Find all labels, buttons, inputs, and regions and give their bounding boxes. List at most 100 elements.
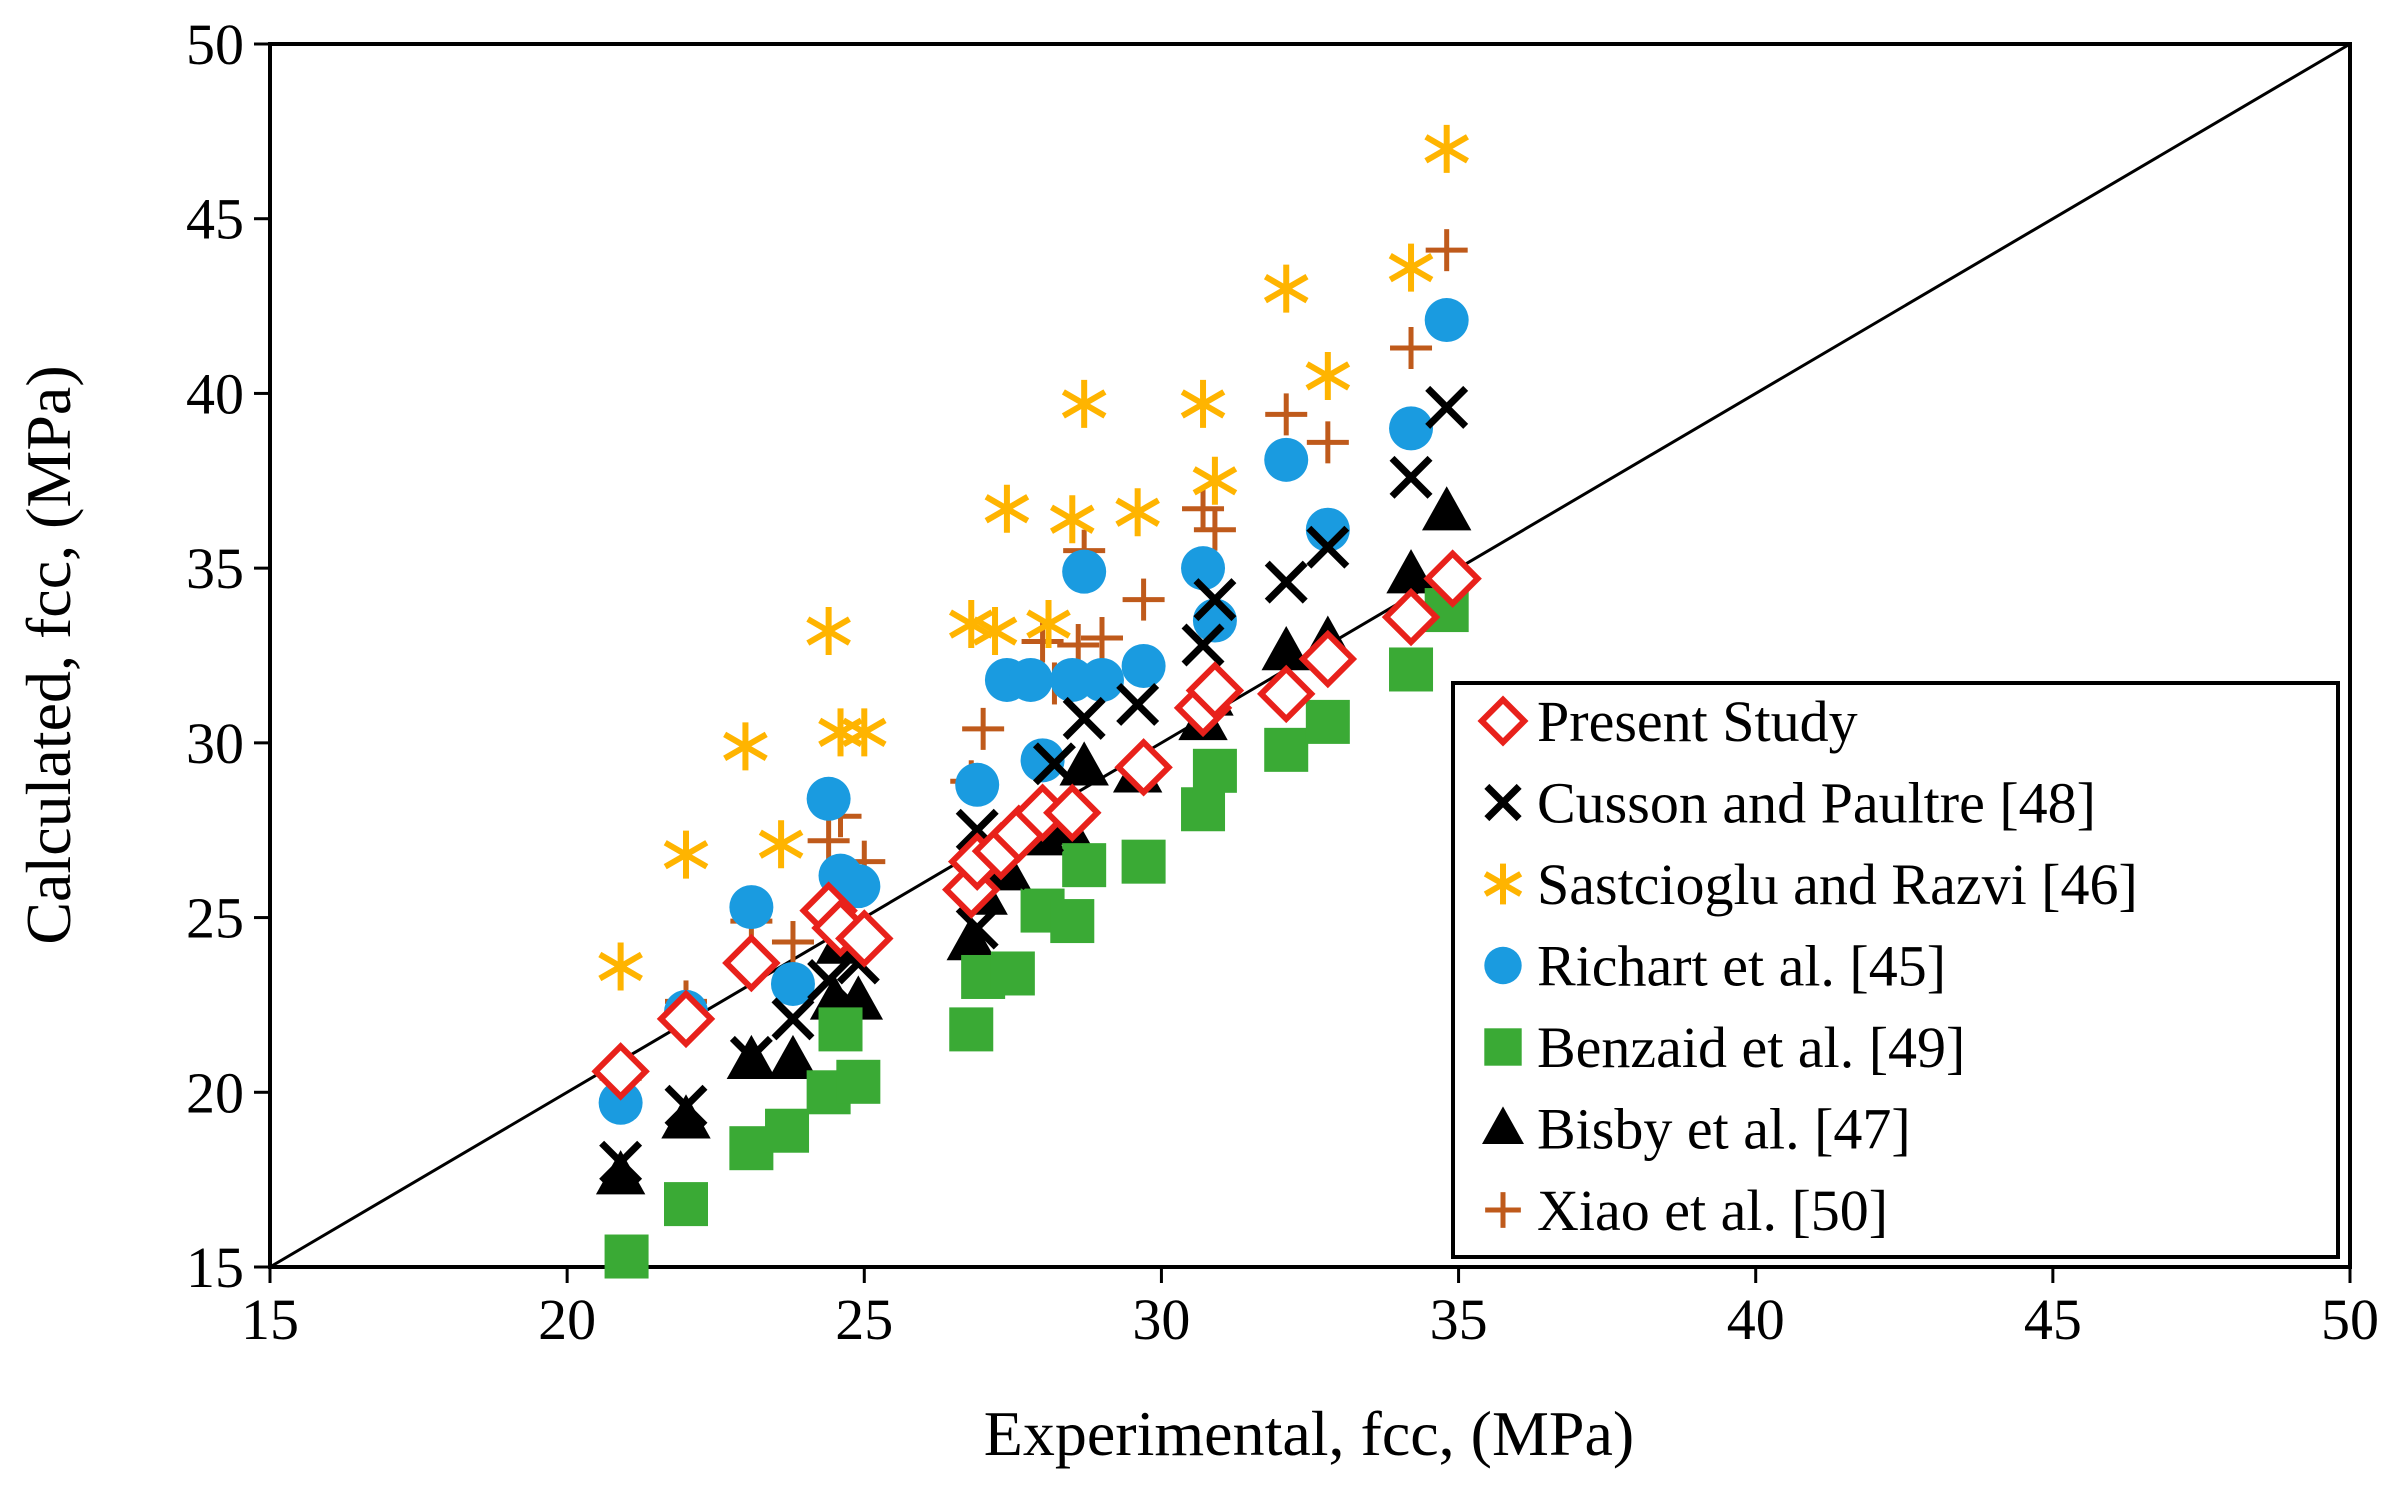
x-tick-label: 50 bbox=[2321, 1287, 2379, 1352]
legend-label: Present Study bbox=[1537, 689, 1858, 754]
legend-marker bbox=[1484, 946, 1522, 985]
point-sastcioglu-and-razvi-46 bbox=[723, 722, 768, 771]
point-sastcioglu-and-razvi-46 bbox=[1026, 600, 1071, 649]
point-benzaid-et-al-49 bbox=[1192, 748, 1237, 793]
point-benzaid-et-al-49 bbox=[949, 1007, 994, 1052]
y-tick-label: 50 bbox=[186, 12, 244, 77]
point-sastcioglu-and-razvi-46 bbox=[1061, 379, 1107, 428]
point-sastcioglu-and-razvi-46 bbox=[818, 708, 863, 757]
point-sastcioglu-and-razvi-46 bbox=[972, 607, 1018, 656]
point-xiao-et-al-50 bbox=[1390, 327, 1433, 370]
point-xiao-et-al-50 bbox=[1081, 617, 1123, 660]
point-richart-et-al-45 bbox=[1062, 549, 1107, 594]
point-bisby-et-al-47 bbox=[1059, 741, 1109, 786]
axis-ticks: 15 20 25 30 35 40 45 50 15 20 25 30 35 40 45 50 bbox=[186, 12, 2379, 1352]
y-tick-label: 15 bbox=[186, 1235, 244, 1300]
y-tick-label: 20 bbox=[186, 1060, 244, 1125]
point-cusson-and-paultre-48 bbox=[1181, 623, 1225, 667]
x-axis-title: Experimental, fcc, (MPa) bbox=[984, 1398, 1634, 1469]
legend-item-richart-et-al-45: Richart et al. [45] bbox=[1484, 934, 1946, 999]
point-bisby-et-al-47 bbox=[1386, 549, 1436, 594]
legend-item-benzaid-et-al-49: Benzaid et al. [49] bbox=[1484, 1015, 1965, 1080]
point-cusson-and-paultre-48 bbox=[1389, 455, 1433, 499]
point-sastcioglu-and-razvi-46 bbox=[598, 942, 643, 991]
point-cusson-and-paultre-48 bbox=[1306, 525, 1350, 569]
point-richart-et-al-45 bbox=[1181, 546, 1226, 591]
point-cusson-and-paultre-48 bbox=[1193, 578, 1237, 622]
point-sastcioglu-and-razvi-46 bbox=[1050, 495, 1095, 544]
point-richart-et-al-45 bbox=[1080, 657, 1124, 702]
legend: Present Study Cusson and Paultre [48] Sast… bbox=[1451, 681, 2340, 1259]
point-present-study bbox=[1114, 738, 1173, 797]
legend-item-bisby-et-al-47: Bisby et al. [47] bbox=[1482, 1097, 1911, 1162]
legend-marker bbox=[1482, 1106, 1524, 1144]
data-points bbox=[591, 124, 1482, 1279]
series-richart-et-al-45 bbox=[598, 298, 1469, 1125]
point-xiao-et-al-50 bbox=[1306, 421, 1349, 464]
point-present-study bbox=[1298, 629, 1358, 689]
point-richart-et-al-45 bbox=[1121, 643, 1166, 688]
point-richart-et-al-45 bbox=[729, 885, 774, 930]
point-present-study bbox=[1423, 549, 1482, 608]
legend-label: Sastcioglu and Razvi [46] bbox=[1537, 852, 2138, 917]
point-benzaid-et-al-49 bbox=[1062, 843, 1107, 888]
point-present-study bbox=[591, 1042, 650, 1101]
y-tick-label: 35 bbox=[186, 536, 244, 601]
plot-frame bbox=[268, 42, 2352, 1269]
legend-item-present-study: Present Study bbox=[1477, 689, 1858, 754]
point-richart-et-al-45 bbox=[955, 762, 1000, 807]
point-richart-et-al-45 bbox=[1020, 738, 1065, 783]
point-present-study bbox=[1185, 661, 1245, 720]
point-bisby-et-al-47 bbox=[661, 1094, 711, 1139]
y-tick-label: 40 bbox=[186, 361, 244, 426]
point-benzaid-et-al-49 bbox=[1181, 787, 1226, 832]
legend-marker bbox=[1477, 695, 1529, 747]
point-richart-et-al-45 bbox=[1264, 437, 1309, 482]
y-axis-title: Calculated, fcc, (MPa) bbox=[13, 365, 84, 944]
point-cusson-and-paultre-48 bbox=[955, 906, 999, 950]
point-xiao-et-al-50 bbox=[1122, 578, 1165, 621]
point-benzaid-et-al-49 bbox=[1389, 647, 1434, 692]
legend-item-cusson-and-paultre-48: Cusson and Paultre [48] bbox=[1484, 771, 2096, 836]
point-benzaid-et-al-49 bbox=[836, 1059, 881, 1104]
point-present-study bbox=[1043, 783, 1102, 842]
point-bisby-et-al-47 bbox=[595, 1150, 646, 1195]
point-bisby-et-al-47 bbox=[768, 1034, 818, 1080]
point-sastcioglu-and-razvi-46 bbox=[984, 484, 1030, 533]
point-sastcioglu-and-razvi-46 bbox=[1115, 488, 1160, 537]
point-sastcioglu-and-razvi-46 bbox=[758, 820, 804, 869]
point-xiao-et-al-50 bbox=[1425, 229, 1468, 272]
point-richart-et-al-45 bbox=[1424, 298, 1469, 343]
point-present-study bbox=[1381, 587, 1441, 647]
legend-marker bbox=[1485, 1192, 1521, 1228]
point-richart-et-al-45 bbox=[836, 864, 881, 909]
point-benzaid-et-al-49 bbox=[664, 1182, 708, 1227]
point-xiao-et-al-50 bbox=[1265, 393, 1308, 436]
point-xiao-et-al-50 bbox=[771, 921, 814, 964]
x-tick-label: 35 bbox=[1430, 1287, 1488, 1352]
point-present-study bbox=[722, 933, 781, 993]
point-sastcioglu-and-razvi-46 bbox=[842, 708, 887, 757]
y-tick-label: 30 bbox=[186, 711, 244, 776]
legend-item-xiao-et-al-50: Xiao et al. [50] bbox=[1485, 1178, 1888, 1243]
point-sastcioglu-and-razvi-46 bbox=[948, 600, 994, 649]
x-tick-label: 30 bbox=[1132, 1287, 1190, 1352]
point-cusson-and-paultre-48 bbox=[1062, 696, 1106, 740]
point-xiao-et-al-50 bbox=[962, 707, 1005, 750]
point-present-study bbox=[1256, 664, 1316, 724]
point-benzaid-et-al-49 bbox=[1264, 727, 1309, 772]
point-richart-et-al-45 bbox=[1008, 657, 1053, 702]
point-sastcioglu-and-razvi-46 bbox=[1305, 351, 1351, 400]
point-benzaid-et-al-49 bbox=[1121, 839, 1166, 884]
point-present-study bbox=[656, 989, 716, 1049]
x-tick-label: 40 bbox=[1727, 1287, 1785, 1352]
series-present-study bbox=[591, 549, 1482, 1101]
point-cusson-and-paultre-48 bbox=[599, 1140, 643, 1184]
point-sastcioglu-and-razvi-46 bbox=[806, 607, 851, 656]
point-present-study bbox=[835, 909, 894, 968]
legend-label: Benzaid et al. [49] bbox=[1537, 1015, 1965, 1080]
legend-label: Cusson and Paultre [48] bbox=[1537, 771, 2096, 836]
legend-box bbox=[1451, 681, 2340, 1259]
point-richart-et-al-45 bbox=[598, 1080, 643, 1125]
point-cusson-and-paultre-48 bbox=[1264, 560, 1308, 604]
